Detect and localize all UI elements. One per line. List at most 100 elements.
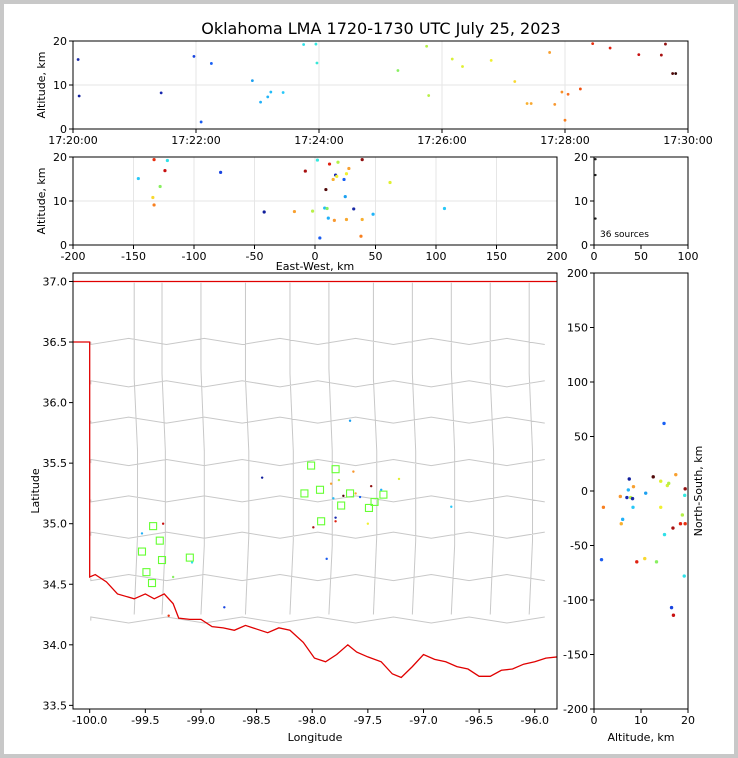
count-point xyxy=(594,158,597,161)
source-point xyxy=(529,102,533,105)
lma-station xyxy=(370,497,379,506)
time-altitude-panel: 17:20:00 17:22:00 17:24:00 17:26:00 17:28:00… xyxy=(35,35,713,147)
source-point xyxy=(442,206,447,211)
x-tick-label: -99.5 xyxy=(131,714,159,727)
source-point xyxy=(601,505,606,510)
source-point xyxy=(334,520,337,523)
plan-view-panel: -100.0 -99.5 -99.0 -98.5 -98.0 -97.5 -97.0 -96.… xyxy=(29,272,558,744)
source-point xyxy=(315,158,320,162)
source-point xyxy=(335,174,339,178)
y-tick-label: 10 xyxy=(53,79,67,92)
x-tick-label: 100 xyxy=(678,250,699,263)
y-tick-label: -150 xyxy=(563,649,588,662)
source-point xyxy=(683,487,687,491)
lma-station xyxy=(142,568,151,577)
y-tick-label: 20 xyxy=(53,151,67,164)
source-point xyxy=(671,613,676,617)
lma-station xyxy=(149,522,158,531)
source-point xyxy=(489,58,493,62)
source-point xyxy=(360,158,364,162)
source-point xyxy=(259,100,262,104)
source-point xyxy=(303,169,307,173)
source-point xyxy=(315,61,319,65)
source-point xyxy=(563,118,567,122)
ew-altitude-frame xyxy=(72,156,558,246)
source-point xyxy=(397,477,401,481)
source-point xyxy=(314,42,318,46)
x-tick-label: 200 xyxy=(547,250,568,263)
source-point xyxy=(380,488,383,491)
state-boundary xyxy=(73,341,558,679)
source-point xyxy=(662,421,666,426)
source-point xyxy=(318,236,322,240)
y-tick-label: 20 xyxy=(574,151,588,164)
y-tick-label: 50 xyxy=(574,431,588,444)
y-tick-label: 100 xyxy=(567,376,588,389)
source-point xyxy=(332,497,335,500)
y-tick-label: -200 xyxy=(563,703,588,716)
x-tick-label: -100.0 xyxy=(72,714,107,727)
source-point xyxy=(331,177,335,182)
source-point xyxy=(325,206,329,211)
y-tick-label: 36.0 xyxy=(43,397,68,410)
y-tick-label: 37.0 xyxy=(43,275,68,288)
y-tick-label: 0 xyxy=(60,239,67,252)
source-point xyxy=(223,606,226,609)
y-tick-label: 10 xyxy=(53,195,67,208)
x-tick-label: 17:30:00 xyxy=(663,134,712,147)
source-point xyxy=(342,177,346,182)
source-point xyxy=(190,561,194,564)
county-map xyxy=(73,280,558,679)
source-point xyxy=(662,532,667,537)
source-point xyxy=(329,482,333,485)
lma-station xyxy=(317,517,326,526)
source-point xyxy=(654,560,659,564)
source-point xyxy=(152,158,156,162)
x-tick-label: 17:28:00 xyxy=(540,134,589,147)
source-point xyxy=(352,470,355,473)
lma-station xyxy=(300,489,309,498)
source-point xyxy=(344,217,349,222)
y-tick-label: -100 xyxy=(563,594,588,607)
source-point xyxy=(310,209,315,213)
source-point xyxy=(269,90,273,94)
lma-station xyxy=(137,547,147,556)
x-tick-label: -98.0 xyxy=(298,714,326,727)
lma-station xyxy=(307,461,316,470)
time-altitude-frame xyxy=(72,40,689,130)
source-point xyxy=(352,207,356,211)
source-point xyxy=(513,80,517,83)
source-point xyxy=(161,522,165,525)
y-tick-label: 33.5 xyxy=(43,699,68,712)
source-point xyxy=(608,46,612,50)
source-point xyxy=(165,158,169,163)
y-axis-label: North-South, km xyxy=(692,446,705,537)
source-point xyxy=(591,42,595,46)
x-tick-label: 20 xyxy=(681,714,695,727)
source-point xyxy=(158,184,162,189)
source-point xyxy=(302,43,306,46)
y-axis-label: Latitude xyxy=(29,468,42,514)
source-point xyxy=(199,120,203,124)
source-point xyxy=(163,169,167,173)
y-tick-label: 0 xyxy=(60,123,67,136)
source-point xyxy=(337,478,341,482)
source-point xyxy=(326,216,330,220)
source-point xyxy=(266,95,270,99)
x-tick-label: 0 xyxy=(591,250,598,263)
source-point xyxy=(354,492,357,495)
y-tick-label: 10 xyxy=(574,195,588,208)
x-tick-label: -100 xyxy=(182,250,207,263)
source-point xyxy=(396,69,400,72)
source-point xyxy=(644,491,648,495)
source-point xyxy=(669,605,674,610)
figure-canvas: Oklahoma LMA 1720-1730 UTC July 25, 2023… xyxy=(29,19,713,744)
source-point xyxy=(651,475,655,479)
source-point xyxy=(292,209,297,214)
source-point xyxy=(347,166,351,171)
source-point xyxy=(250,79,254,82)
source-point xyxy=(659,53,663,57)
source-point xyxy=(637,53,641,57)
source-point xyxy=(578,87,582,91)
y-tick-label: -50 xyxy=(570,540,588,553)
